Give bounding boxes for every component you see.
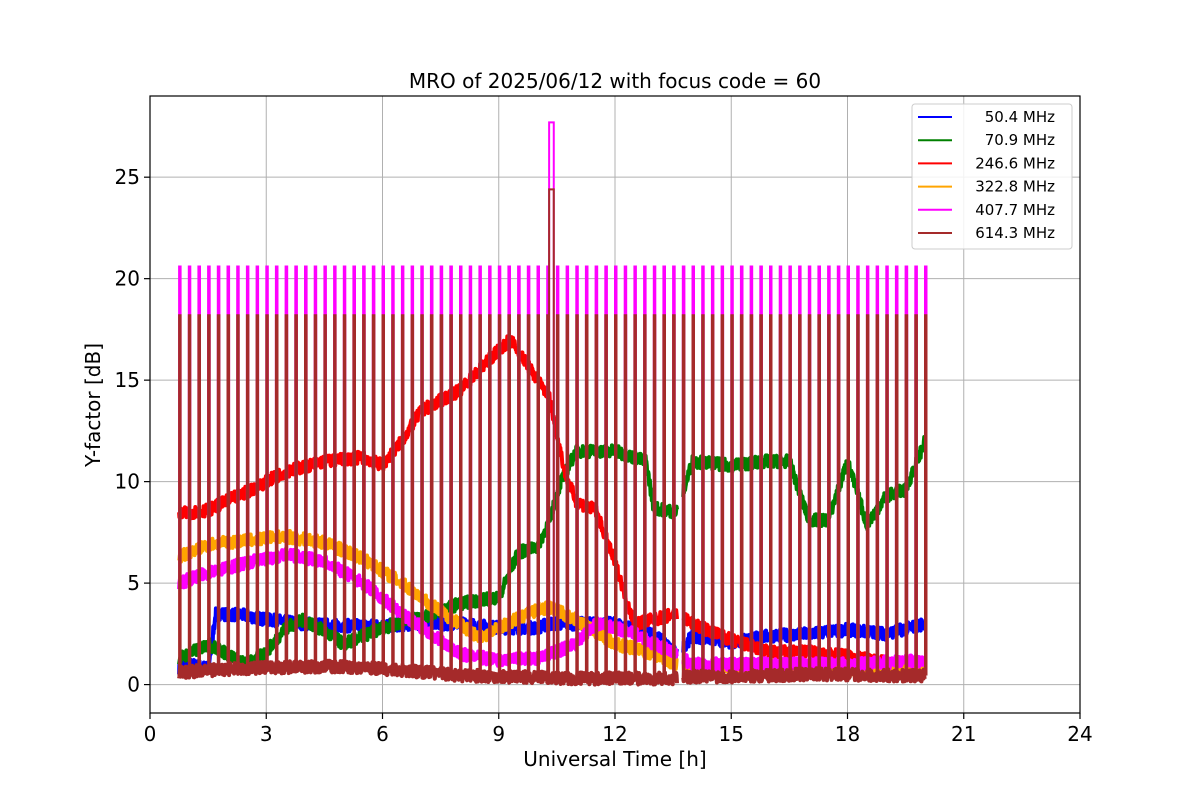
x-tick-label: 24 xyxy=(1067,722,1092,746)
x-tick-label: 21 xyxy=(951,722,976,746)
tick-layer: 0 3 6 9 12 15 18 21 24 0 5 10 15 20 25 xyxy=(115,165,1093,746)
legend-label: 50.4 MHz xyxy=(985,108,1055,126)
x-axis-label: Universal Time [h] xyxy=(523,747,706,771)
y-axis-label: Y-factor [dB] xyxy=(81,343,105,468)
x-tick-label: 12 xyxy=(602,722,627,746)
legend-label: 70.9 MHz xyxy=(985,131,1055,149)
y-tick-label: 20 xyxy=(115,267,140,291)
series-layer xyxy=(177,121,928,687)
y-tick-label: 0 xyxy=(127,673,140,697)
x-tick-label: 15 xyxy=(719,722,744,746)
legend-label: 246.6 MHz xyxy=(975,154,1055,172)
x-tick-label: 6 xyxy=(376,722,389,746)
calibration-spikes xyxy=(178,265,928,665)
spike-mark xyxy=(548,188,555,678)
y-tick-label: 5 xyxy=(127,571,140,595)
legend-label: 322.8 MHz xyxy=(975,178,1055,196)
y-tick-label: 25 xyxy=(115,165,140,189)
legend-label: 614.3 MHz xyxy=(975,224,1055,242)
legend-label: 407.7 MHz xyxy=(975,201,1055,219)
x-tick-label: 3 xyxy=(260,722,273,746)
x-tick-label: 0 xyxy=(144,722,157,746)
y-tick-label: 15 xyxy=(115,368,140,392)
x-tick-label: 18 xyxy=(835,722,860,746)
series-group xyxy=(177,188,928,687)
calibration-spikes xyxy=(178,314,928,679)
y-tick-label: 10 xyxy=(115,470,140,494)
chart-title: MRO of 2025/06/12 with focus code = 60 xyxy=(409,69,821,93)
x-tick-label: 9 xyxy=(492,722,505,746)
legend: 50.4 MHz 70.9 MHz 246.6 MHz 322.8 MHz 407.7 … xyxy=(911,103,1073,250)
